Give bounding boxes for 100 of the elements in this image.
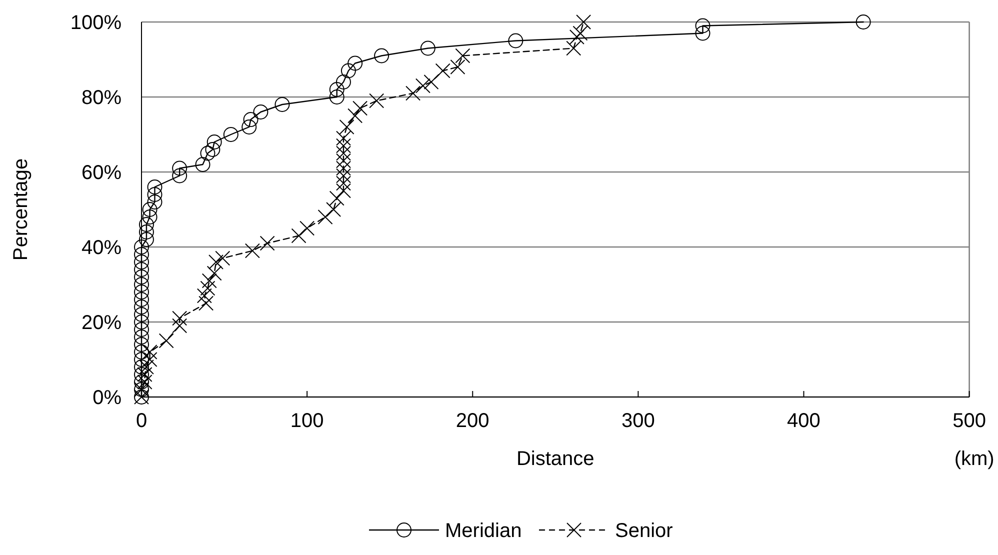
point (406, 86, 421, 101)
point (329, 82, 344, 97)
point (223, 127, 238, 142)
point (134, 344, 149, 360)
legend-label: Senior (615, 520, 674, 542)
point (260, 236, 275, 251)
point (435, 63, 450, 78)
point (336, 130, 351, 146)
point (200, 146, 216, 161)
point (200, 280, 216, 296)
point (138, 217, 154, 232)
point (147, 180, 162, 194)
point (172, 310, 188, 326)
point (415, 78, 430, 94)
point (134, 270, 149, 284)
point (569, 30, 584, 44)
point (244, 243, 260, 258)
point (134, 367, 149, 382)
point (142, 352, 158, 367)
point (340, 63, 356, 78)
point (134, 284, 149, 300)
point (369, 93, 384, 108)
point (198, 296, 214, 311)
point (206, 266, 222, 281)
point (205, 142, 220, 157)
point (134, 277, 149, 292)
point (134, 300, 149, 314)
point (134, 337, 149, 352)
point (208, 254, 224, 270)
y-tick-label: 40% (81, 237, 122, 259)
point (695, 18, 710, 34)
x-tick-label: 400 (787, 410, 820, 432)
point (695, 26, 710, 41)
point (142, 202, 158, 217)
y-tick-label: 20% (81, 312, 122, 334)
point (134, 330, 149, 344)
x-tick-label: 100 (290, 410, 324, 432)
legend-label: Meridian (445, 520, 522, 542)
point (134, 254, 149, 270)
x-tick-label: 500 (952, 410, 986, 432)
point (508, 33, 524, 48)
point (147, 194, 162, 210)
point (420, 40, 436, 56)
point (566, 40, 582, 56)
point (291, 228, 306, 244)
point (374, 48, 390, 64)
point (142, 210, 158, 224)
point (318, 210, 333, 224)
point (137, 374, 152, 390)
point (158, 333, 174, 348)
point (336, 168, 351, 184)
point (134, 374, 149, 390)
point (138, 360, 154, 374)
point (348, 56, 363, 71)
point (336, 74, 351, 90)
point (134, 360, 149, 374)
point (172, 168, 188, 184)
point (329, 90, 344, 104)
point (339, 120, 354, 134)
point (195, 157, 210, 172)
point (134, 322, 149, 337)
point (336, 183, 351, 198)
point (138, 224, 154, 240)
point (450, 60, 466, 74)
point (300, 220, 315, 236)
point (326, 202, 342, 217)
point (336, 146, 351, 161)
x-tick-label: 300 (621, 410, 655, 432)
point (856, 14, 871, 30)
point (274, 97, 290, 112)
point (336, 176, 351, 191)
point (134, 314, 149, 330)
x-axis-title: Distance (516, 448, 594, 470)
y-tick-label: 0% (92, 387, 122, 409)
point (172, 318, 188, 334)
point (336, 138, 351, 154)
y-tick-label: 60% (81, 162, 122, 184)
point (138, 232, 154, 247)
point (572, 26, 588, 41)
point (134, 292, 149, 307)
point (137, 367, 152, 382)
point (424, 74, 439, 90)
point (147, 187, 162, 202)
point (134, 247, 149, 262)
point (455, 48, 470, 64)
point (215, 250, 230, 266)
text: (km) (954, 448, 994, 470)
point (336, 153, 351, 168)
point (202, 273, 217, 288)
point (329, 190, 344, 206)
y-axis-title: Percentage (10, 158, 32, 261)
x-tick-label: 0 (136, 410, 148, 432)
point (134, 262, 149, 277)
point (242, 120, 257, 134)
point (142, 344, 158, 360)
point (134, 240, 149, 254)
point (352, 100, 368, 116)
point (243, 112, 258, 127)
point (576, 14, 592, 30)
point (336, 160, 351, 176)
